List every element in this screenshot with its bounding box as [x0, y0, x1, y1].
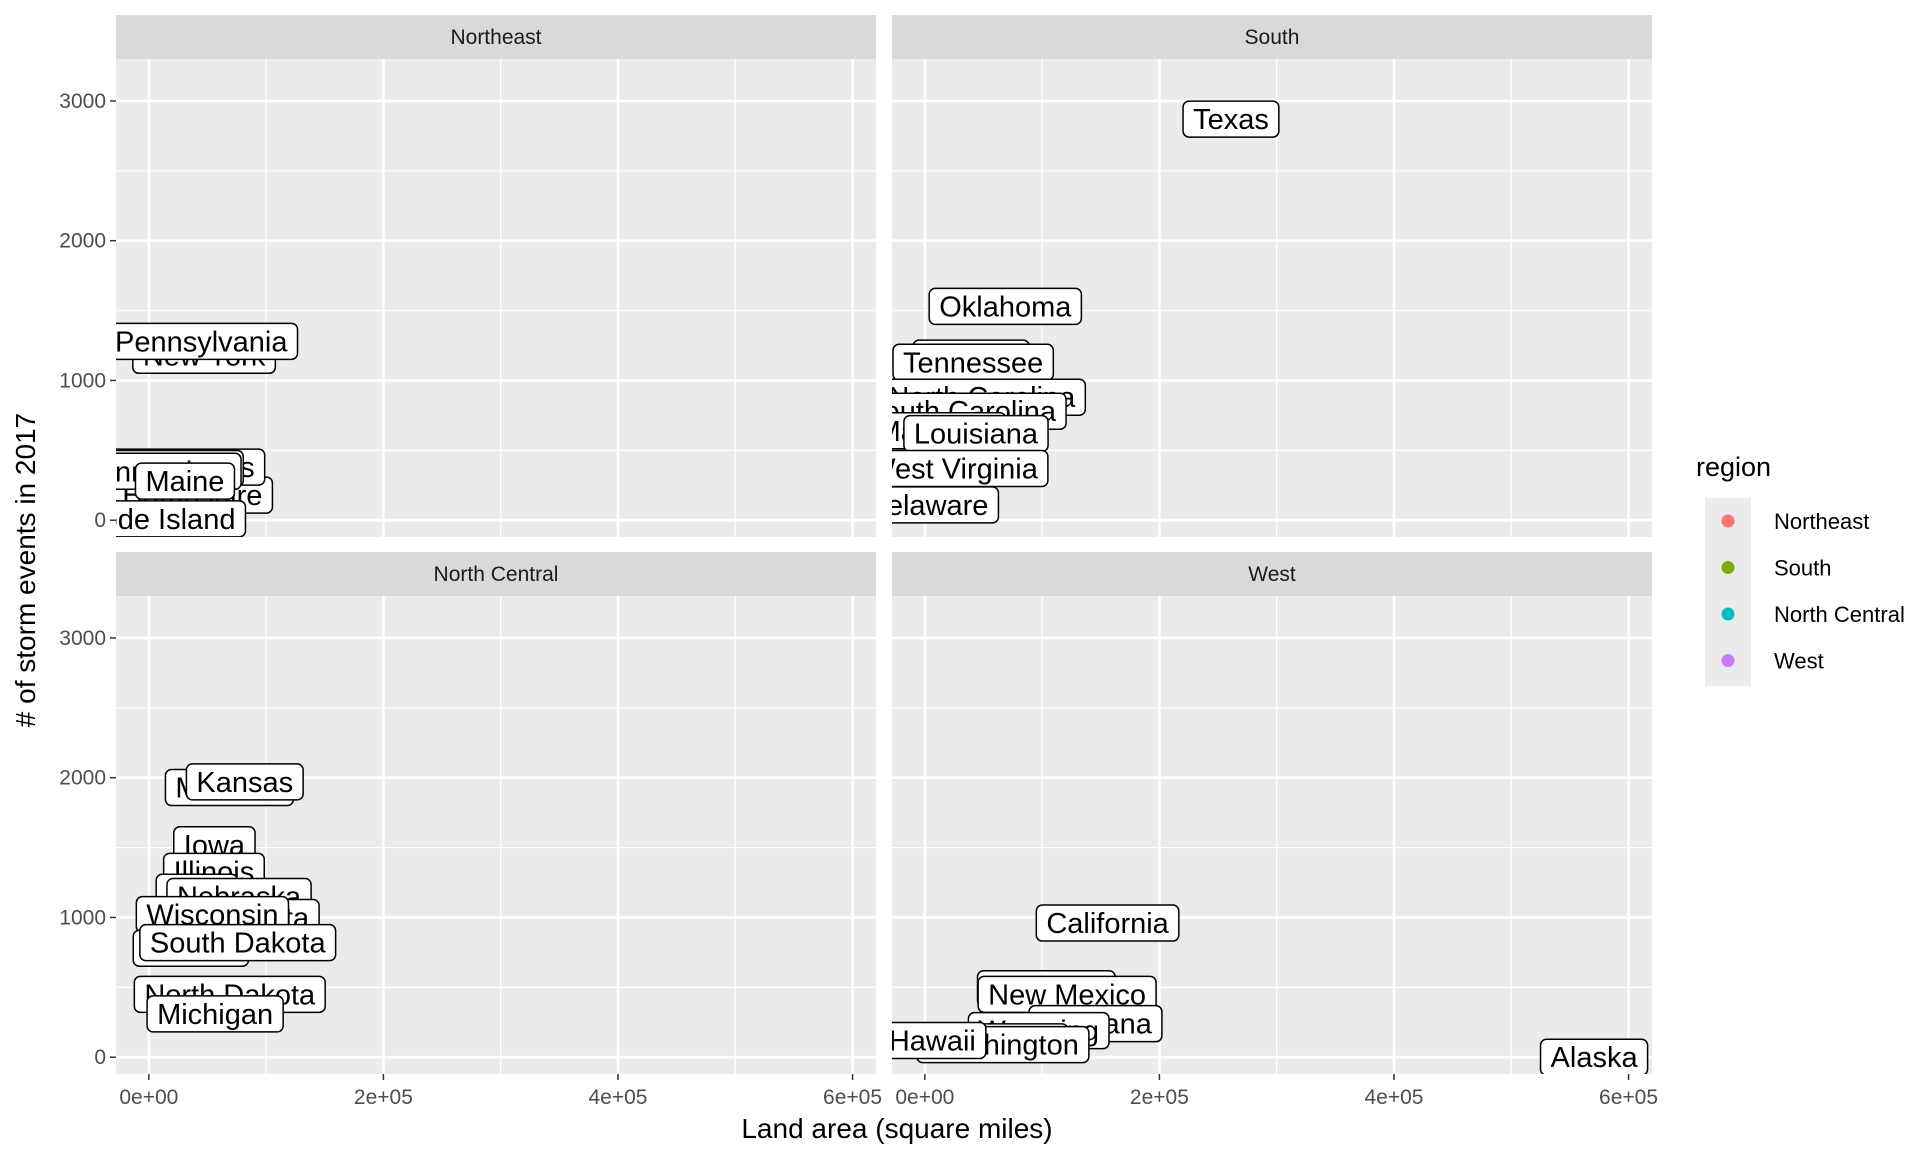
x-tick-label: 2e+05	[1130, 1086, 1189, 1109]
label-box	[185, 763, 304, 801]
point-label-south-dakota: South Dakota	[139, 923, 337, 962]
point-label-michigan: Michigan	[146, 995, 284, 1033]
y-tick-label: 3000	[59, 90, 106, 113]
label-box	[146, 995, 284, 1033]
facet-strip	[116, 15, 876, 59]
legend-item-northeast: Northeast	[1721, 509, 1869, 534]
label-box	[116, 500, 247, 537]
facet-strip	[892, 552, 1652, 596]
label-box	[139, 923, 337, 962]
x-tick-label: 0e+00	[119, 1086, 178, 1109]
legend-item-west: West	[1721, 649, 1824, 674]
y-tick-label: 0	[94, 509, 106, 532]
label-text: Louisiana	[914, 419, 1039, 451]
label-box	[134, 462, 236, 500]
legend-item-north-central: North Central	[1721, 602, 1905, 627]
facet-strip	[116, 552, 876, 596]
label-text: Pennsylvania	[115, 326, 288, 358]
point-labels: CaliforniaColoradoNew MexicoMontanaWyomi…	[889, 904, 1649, 1074]
legend-label: South	[1774, 556, 1832, 581]
y-tick-label: 2000	[59, 230, 106, 253]
y-tick-label: 0	[94, 1046, 106, 1069]
point-label-maine: Maine	[134, 462, 236, 500]
panel-north-central: North Central 0 1000 2000 3000 0e+00 2e+05 4e+0…	[59, 552, 882, 1109]
legend-label: Northeast	[1774, 509, 1869, 534]
legend-label: North Central	[1774, 602, 1905, 627]
point-label-rhode-island: Rhode Island	[65, 500, 247, 537]
label-text: Hawaii	[889, 1025, 976, 1057]
point-labels: MissouriKansasIowaIllinoisOhioNebraskaMi…	[132, 763, 337, 1033]
point-label-west-virginia: West Virginia	[868, 449, 1049, 488]
label-box	[928, 287, 1083, 326]
x-tick-label: 6e+05	[1599, 1086, 1658, 1109]
label-box	[1182, 100, 1280, 138]
label-text: Oklahoma	[939, 291, 1072, 323]
x-tick-label: 0e+00	[895, 1086, 954, 1109]
point-label-delaware: Delaware	[866, 486, 1000, 524]
label-text: California	[1046, 908, 1169, 940]
label-text: Texas	[1193, 104, 1269, 136]
label-text: Maine	[145, 466, 224, 498]
legend-key	[1721, 514, 1735, 528]
facet-strip-label: South	[1245, 26, 1300, 49]
label-text: South Dakota	[150, 928, 327, 960]
legend-title: region	[1696, 452, 1771, 482]
label-box	[892, 1021, 987, 1060]
label-text: Alaska	[1551, 1042, 1639, 1074]
point-labels: VermontNew HampshireMassachusettsNew Jer…	[65, 322, 299, 537]
facet-strip-label: North Central	[434, 563, 559, 586]
y-axis-title: # of storm events in 2017	[10, 413, 41, 727]
x-tick-label: 4e+05	[1364, 1086, 1423, 1109]
point-label-tennessee: Tennessee	[892, 343, 1055, 382]
label-box	[1539, 1038, 1649, 1074]
label-box	[116, 322, 299, 361]
facet-panels: Northeast 0 1000 2000 3000 VermontNew Hampshi…	[59, 15, 1658, 1109]
legend-key	[1721, 654, 1735, 667]
label-box	[1035, 904, 1180, 942]
y-tick-label: 3000	[59, 627, 106, 650]
label-box	[892, 486, 1000, 524]
y-tick-label: 1000	[59, 906, 106, 929]
x-tick-label: 2e+05	[354, 1086, 413, 1109]
point-label-kansas: Kansas	[185, 763, 304, 801]
point-label-california: California	[1035, 904, 1180, 942]
legend-key	[1721, 607, 1735, 621]
x-tick-label: 6e+05	[823, 1086, 882, 1109]
point-label-hawaii: Hawaii	[889, 1021, 987, 1060]
facet-strip-label: West	[1248, 563, 1296, 586]
label-text: Rhode Island	[65, 504, 236, 536]
facet-strip-label: Northeast	[450, 26, 541, 49]
point-label-pennsylvania: Pennsylvania	[115, 322, 299, 361]
label-text: Delaware	[866, 490, 989, 522]
x-axis-title: Land area (square miles)	[741, 1113, 1052, 1144]
point-label-texas: Texas	[1182, 100, 1280, 138]
point-label-alaska: Alaska	[1539, 1038, 1649, 1074]
point-label-louisiana: Louisiana	[903, 414, 1049, 453]
label-text: Michigan	[157, 999, 273, 1031]
legend-key	[1721, 561, 1735, 574]
panel-west: West 0e+00 2e+05 4e+05 6e+05 CaliforniaColora…	[889, 552, 1658, 1109]
legend: region Northeast South North Central West	[1696, 452, 1905, 686]
y-tick-label: 1000	[59, 369, 106, 392]
point-label-oklahoma: Oklahoma	[928, 287, 1083, 326]
point-labels: TexasOklahomaVirginiaTennesseeNorth Caro…	[866, 100, 1280, 524]
label-text: Kansas	[196, 767, 293, 799]
panel-northeast: Northeast 0 1000 2000 3000 VermontNew Hampshi…	[59, 15, 876, 537]
panel-south: SouthTexasOklahomaVirginiaTennesseeNorth…	[866, 15, 1652, 537]
x-tick-label: 4e+05	[588, 1086, 647, 1109]
facet-strip	[892, 15, 1652, 59]
legend-label: West	[1774, 649, 1824, 674]
label-text: West Virginia	[868, 454, 1039, 486]
y-tick-label: 2000	[59, 767, 106, 790]
legend-item-south: South	[1721, 556, 1832, 581]
label-text: Tennessee	[903, 347, 1043, 379]
